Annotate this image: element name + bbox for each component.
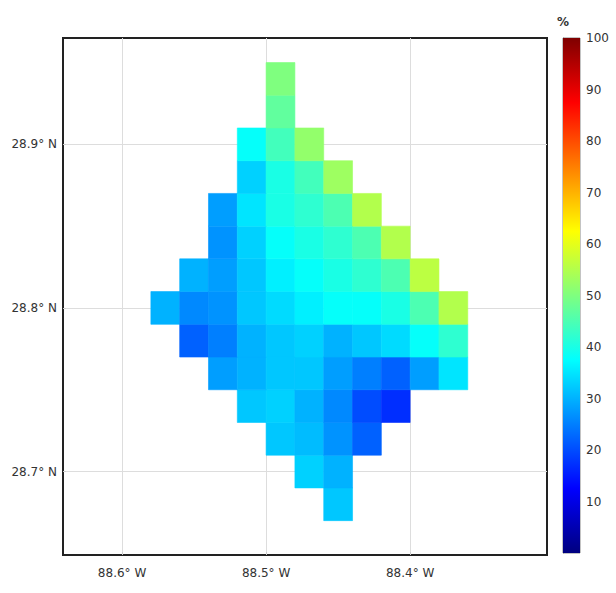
svg-text:90: 90 bbox=[586, 83, 601, 97]
svg-text:30: 30 bbox=[586, 392, 601, 406]
svg-text:28.9° N: 28.9° N bbox=[11, 137, 57, 151]
svg-text:10: 10 bbox=[586, 495, 601, 509]
svg-text:28.7° N: 28.7° N bbox=[11, 465, 57, 479]
svg-text:50: 50 bbox=[586, 289, 601, 303]
svg-text:88.4° W: 88.4° W bbox=[386, 566, 435, 580]
svg-text:28.8° N: 28.8° N bbox=[11, 301, 57, 315]
svg-text:70: 70 bbox=[586, 186, 601, 200]
svg-text:80: 80 bbox=[586, 134, 601, 148]
svg-text:40: 40 bbox=[586, 340, 601, 354]
svg-text:88.6° W: 88.6° W bbox=[98, 566, 147, 580]
svg-text:60: 60 bbox=[586, 237, 601, 251]
svg-text:100: 100 bbox=[586, 31, 609, 45]
svg-text:88.5° W: 88.5° W bbox=[242, 566, 291, 580]
svg-text:%: % bbox=[557, 15, 569, 29]
svg-text:20: 20 bbox=[586, 443, 601, 457]
